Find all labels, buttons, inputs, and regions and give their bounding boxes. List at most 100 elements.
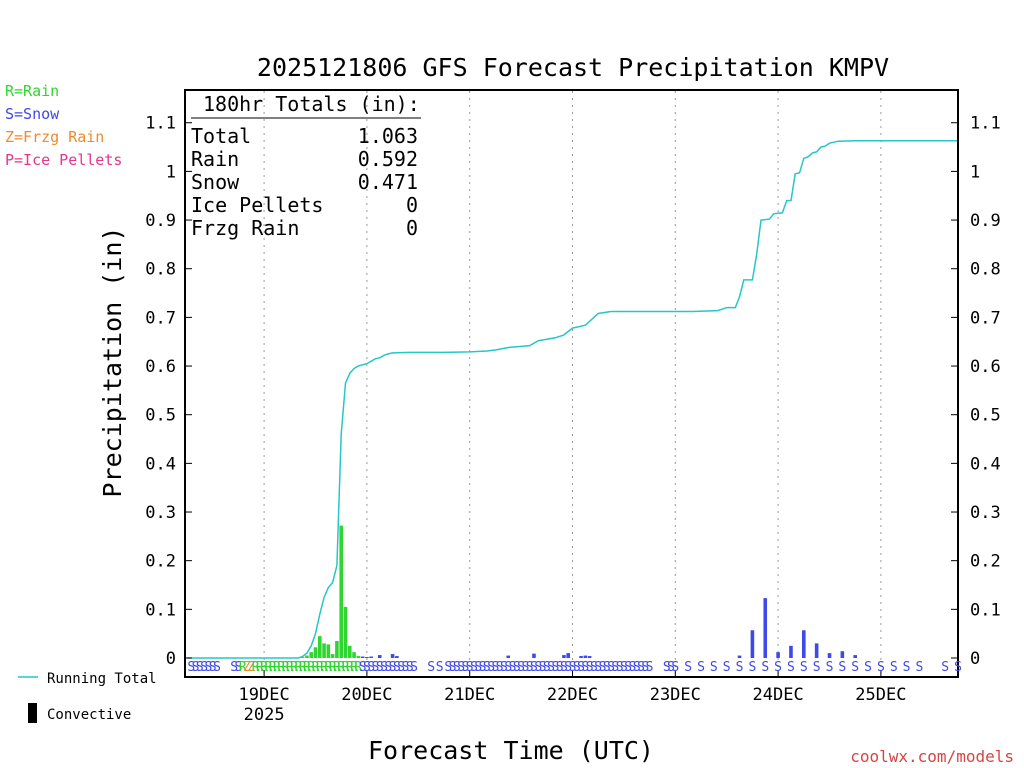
snow-bar (390, 654, 395, 658)
convective-legend-label: Convective (47, 707, 131, 723)
precip-type-marker: S (800, 660, 808, 675)
y-tick-label-right: 0.8 (970, 260, 1001, 280)
y-tick-label: 0.3 (145, 503, 176, 523)
totals-box: 180hr Totals (in): Total 1.063 Rain 0.592 Sn… (191, 92, 421, 240)
credit-text: coolwx.com/models (850, 747, 1014, 766)
precip-type-marker: S (483, 660, 491, 675)
precip-type-marker: S (200, 660, 208, 675)
snow-bar (369, 656, 373, 658)
precip-type-legend-item: R=Rain (5, 82, 59, 100)
running-total-line (187, 139, 958, 659)
precip-type-marker: R (299, 660, 307, 675)
precip-type-marker: S (474, 660, 482, 675)
x-tick-label: 20DEC (341, 685, 392, 705)
precip-type-marker: R (354, 660, 362, 675)
precip-type-marker: S (877, 660, 885, 675)
x-tick-label: 21DEC (444, 685, 495, 705)
precip-type-marker: R (264, 660, 272, 675)
y-tick-label-right: 0 (970, 649, 980, 669)
precip-type-marker: S (637, 660, 645, 675)
precip-type-marker: S (380, 660, 388, 675)
totals-row-value: 1.063 (358, 124, 418, 148)
precip-type-marker: R (316, 660, 324, 675)
precip-type-marker: S (748, 660, 756, 675)
precip-type-marker: S (384, 660, 392, 675)
precip-type-marker: S (577, 660, 585, 675)
precip-type-marker: S (569, 660, 577, 675)
precip-type-marker: R (273, 660, 281, 675)
totals-row-label: Snow (191, 170, 240, 194)
precip-type-marker: S (397, 660, 405, 675)
rain-bar (322, 643, 326, 658)
precip-type-legend-item: Z=Frzg Rain (5, 128, 104, 146)
rain-bar (330, 654, 335, 658)
y-tick-label: 0.9 (145, 211, 176, 231)
precip-type-marker: S (903, 660, 911, 675)
snow-bar (853, 655, 857, 658)
snow-bar (562, 655, 566, 658)
precip-type-marker: S (213, 660, 221, 675)
precip-type-marker: S (359, 660, 367, 675)
precip-type-marker: S (509, 660, 517, 675)
precip-type-marker: R (260, 660, 268, 675)
precip-type-marker: S (196, 660, 204, 675)
precip-type-marker: S (864, 660, 872, 675)
precip-type-marker: S (667, 660, 675, 675)
precip-type-marker: S (504, 660, 512, 675)
x-tick-label: 19DEC (239, 685, 290, 705)
precip-type-marker: S (594, 660, 602, 675)
x-tick-sublabel: 2025 (244, 705, 285, 725)
precip-type-marker: S (564, 660, 572, 675)
precip-type-marker: S (192, 660, 200, 675)
precip-type-marker: S (736, 660, 744, 675)
precip-type-marker: S (410, 660, 418, 675)
totals-row-value: 0.592 (358, 147, 418, 171)
rain-bar (335, 640, 339, 658)
totals-row-value: 0 (406, 193, 418, 217)
precip-type-marker: S (573, 660, 581, 675)
precip-type-marker: S (444, 660, 452, 675)
snow-bar (763, 598, 768, 658)
snow-bar (395, 656, 399, 658)
precip-type-legend-item: P=Ice Pellets (5, 151, 122, 169)
precip-type-marker: S (603, 660, 611, 675)
x-tick-label: 25DEC (855, 685, 906, 705)
precip-type-marker: S (633, 660, 641, 675)
y-tick-label-right: 0.5 (970, 406, 1001, 426)
y-tick-label: 0.8 (145, 260, 176, 280)
snow-bar (840, 651, 845, 658)
y-tick-label: 0.5 (145, 406, 176, 426)
y-tick-label: 0.1 (145, 600, 176, 620)
precip-type-marker: S (453, 660, 461, 675)
precip-type-marker: S (813, 660, 821, 675)
y-tick-label: 1 (166, 162, 176, 182)
y-tick-label: 0.6 (145, 357, 176, 377)
precip-type-marker: S (539, 660, 547, 675)
precip-type-marker: S (663, 660, 671, 675)
precip-type-marker: R (269, 660, 277, 675)
precip-type-marker: S (479, 660, 487, 675)
precip-type-marker: S (363, 660, 371, 675)
precip-type-marker: R (320, 660, 328, 675)
y-tick-label: 0.2 (145, 552, 176, 572)
y-tick-label-right: 1.1 (970, 114, 1001, 134)
y-tick-label: 0 (166, 649, 176, 669)
rain-bar (356, 656, 361, 658)
precip-type-marker: S (551, 660, 559, 675)
precip-type-marker: S (641, 660, 649, 675)
precip-type-marker: S (491, 660, 499, 675)
precip-type-marker: S (517, 660, 525, 675)
precip-type-marker: S (389, 660, 397, 675)
precip-type-marker: S (466, 660, 474, 675)
precip-bars (300, 525, 857, 658)
running-total-legend-label: Running Total (47, 671, 157, 687)
precip-type-marker: R (342, 660, 350, 675)
precip-type-legend-item: S=Snow (5, 105, 60, 123)
rain-bar (317, 636, 322, 658)
precip-type-marker: S (581, 660, 589, 675)
snow-bar (506, 655, 511, 658)
precip-type-marker: S (406, 660, 414, 675)
plot-frame (184, 89, 959, 678)
totals-row-label: Ice Pellets (191, 193, 323, 217)
